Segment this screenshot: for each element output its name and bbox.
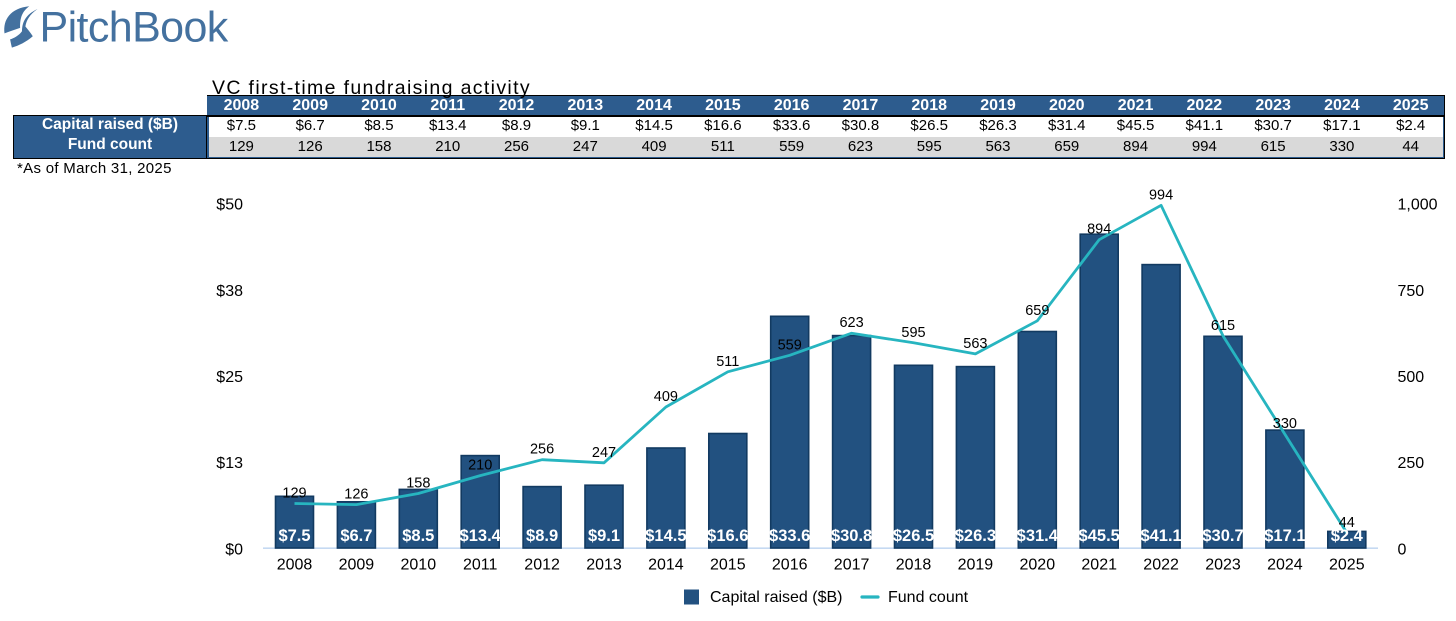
svg-text:623: 623 (839, 315, 863, 331)
svg-text:0: 0 (1398, 541, 1407, 558)
svg-text:994: 994 (1149, 187, 1173, 203)
svg-text:$14.5: $14.5 (645, 527, 686, 545)
svg-text:44: 44 (1339, 515, 1355, 531)
svg-text:1,000: 1,000 (1398, 197, 1438, 214)
svg-text:$33.6: $33.6 (769, 527, 810, 545)
svg-text:2008: 2008 (277, 557, 313, 574)
svg-text:615: 615 (1211, 318, 1235, 334)
svg-text:126: 126 (344, 487, 368, 503)
svg-text:2024: 2024 (1267, 557, 1303, 574)
svg-text:$2.4: $2.4 (1331, 527, 1364, 545)
svg-text:$26.3: $26.3 (955, 527, 996, 545)
svg-text:PitchBook: PitchBook (40, 4, 229, 52)
svg-text:2017: 2017 (834, 557, 870, 574)
svg-text:158: 158 (406, 476, 430, 492)
svg-text:2022: 2022 (1143, 557, 1179, 574)
svg-text:$17.1: $17.1 (1264, 527, 1305, 545)
svg-text:$13.4: $13.4 (460, 527, 502, 545)
svg-text:2020: 2020 (1020, 557, 1056, 574)
svg-text:2014: 2014 (648, 557, 684, 574)
svg-text:$25: $25 (216, 369, 243, 386)
svg-text:409: 409 (654, 389, 678, 405)
svg-text:2025: 2025 (1329, 557, 1365, 574)
svg-text:894: 894 (1087, 222, 1111, 238)
svg-text:330: 330 (1273, 416, 1297, 432)
svg-text:750: 750 (1398, 283, 1425, 300)
svg-text:2021: 2021 (1081, 557, 1117, 574)
svg-text:$8.9: $8.9 (526, 527, 558, 545)
svg-text:$9.1: $9.1 (588, 527, 620, 545)
svg-text:$38: $38 (216, 283, 243, 300)
svg-text:2010: 2010 (401, 557, 437, 574)
svg-text:2011: 2011 (463, 557, 498, 574)
svg-text:$45.5: $45.5 (1079, 527, 1120, 545)
svg-text:$30.7: $30.7 (1202, 527, 1243, 545)
svg-text:$6.7: $6.7 (340, 527, 372, 545)
svg-text:595: 595 (901, 325, 925, 341)
svg-text:247: 247 (592, 445, 616, 461)
svg-text:2019: 2019 (958, 557, 994, 574)
svg-text:2013: 2013 (586, 557, 622, 574)
svg-text:$13: $13 (216, 455, 243, 472)
svg-text:2023: 2023 (1205, 557, 1241, 574)
svg-text:$0: $0 (225, 541, 243, 558)
svg-text:$31.4: $31.4 (1017, 527, 1059, 545)
svg-text:563: 563 (963, 336, 987, 352)
svg-text:Fund count: Fund count (888, 589, 969, 606)
svg-text:$41.1: $41.1 (1140, 527, 1181, 545)
svg-text:210: 210 (468, 458, 492, 474)
svg-text:2018: 2018 (896, 557, 932, 574)
svg-text:$50: $50 (216, 197, 243, 214)
svg-text:129: 129 (282, 486, 306, 502)
svg-text:250: 250 (1398, 455, 1425, 472)
svg-text:256: 256 (530, 442, 554, 458)
svg-text:500: 500 (1398, 369, 1425, 386)
svg-text:559: 559 (778, 337, 802, 353)
svg-text:$8.5: $8.5 (402, 527, 434, 545)
svg-text:Capital raised ($B): Capital raised ($B) (710, 589, 843, 606)
svg-text:511: 511 (716, 354, 739, 370)
svg-text:$26.5: $26.5 (893, 527, 934, 545)
svg-text:2016: 2016 (772, 557, 808, 574)
svg-text:2009: 2009 (339, 557, 375, 574)
svg-text:2015: 2015 (710, 557, 746, 574)
svg-text:$30.8: $30.8 (831, 527, 872, 545)
svg-text:$16.6: $16.6 (707, 527, 748, 545)
svg-text:$7.5: $7.5 (278, 527, 310, 545)
svg-text:2012: 2012 (524, 557, 560, 574)
svg-text:659: 659 (1025, 303, 1049, 319)
